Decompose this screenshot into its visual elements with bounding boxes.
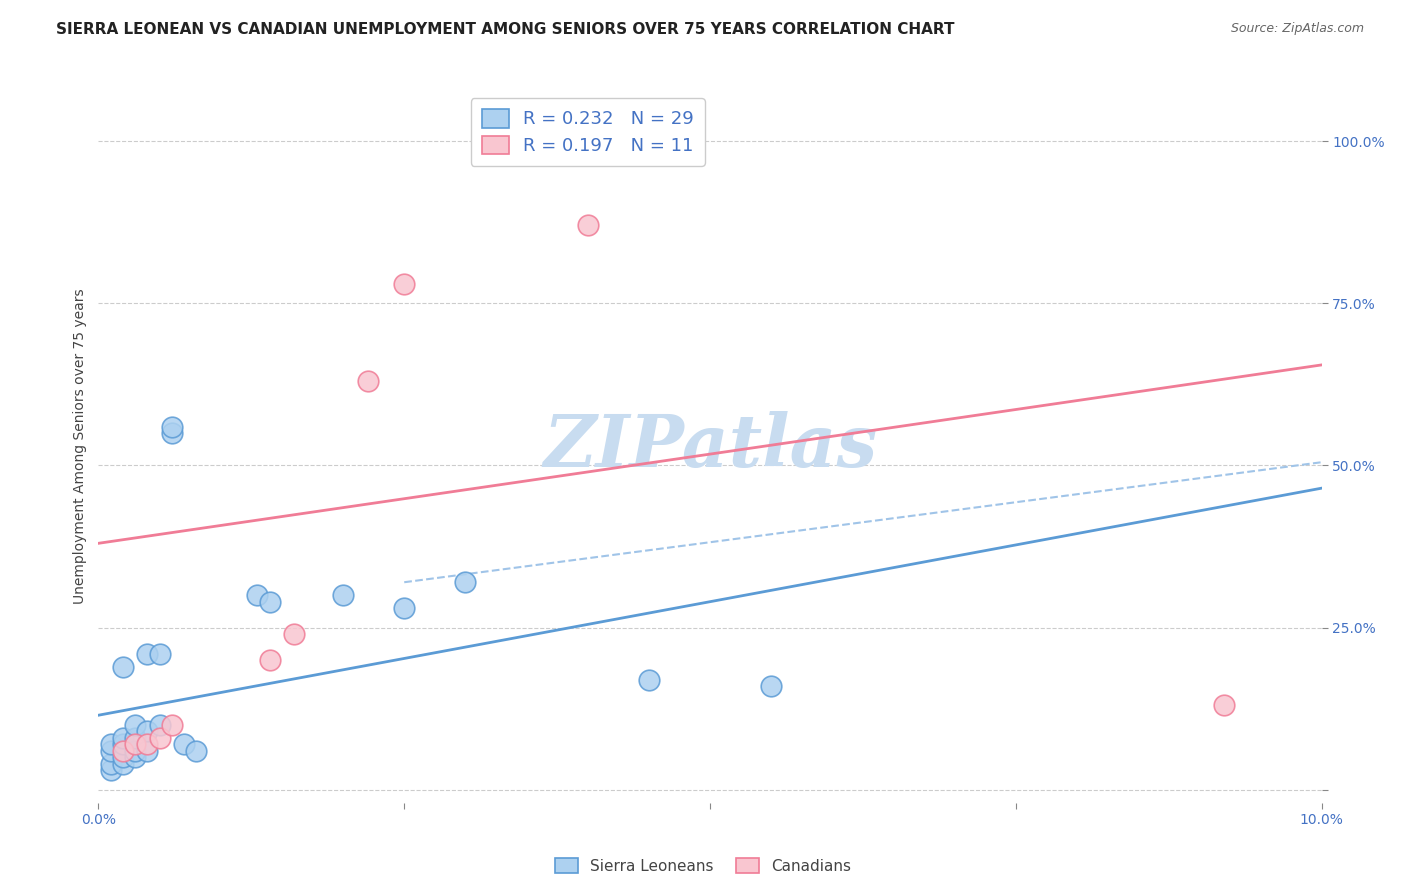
Point — [186, 744, 208, 758]
Point — [124, 718, 146, 732]
Point — [149, 647, 172, 661]
Point — [259, 595, 281, 609]
Point — [100, 756, 122, 771]
Point — [759, 679, 782, 693]
Point — [392, 601, 416, 615]
Point — [136, 724, 159, 739]
Legend: R = 0.232   N = 29, R = 0.197   N = 11: R = 0.232 N = 29, R = 0.197 N = 11 — [471, 98, 704, 166]
Point — [124, 738, 146, 752]
Text: ZIPatlas: ZIPatlas — [543, 410, 877, 482]
Point — [246, 588, 269, 602]
Point — [1212, 698, 1234, 713]
Point — [283, 627, 305, 641]
Point — [100, 764, 122, 778]
Point — [173, 738, 195, 752]
Point — [111, 744, 134, 758]
Point — [111, 738, 134, 752]
Point — [111, 731, 134, 745]
Point — [136, 744, 159, 758]
Point — [332, 588, 354, 602]
Point — [149, 718, 172, 732]
Point — [356, 374, 378, 388]
Point — [100, 738, 122, 752]
Point — [160, 425, 183, 440]
Point — [392, 277, 416, 291]
Point — [100, 744, 122, 758]
Point — [124, 750, 146, 764]
Point — [454, 575, 477, 590]
Point — [124, 731, 146, 745]
Point — [149, 731, 172, 745]
Text: SIERRA LEONEAN VS CANADIAN UNEMPLOYMENT AMONG SENIORS OVER 75 YEARS CORRELATION : SIERRA LEONEAN VS CANADIAN UNEMPLOYMENT … — [56, 22, 955, 37]
Point — [259, 653, 281, 667]
Y-axis label: Unemployment Among Seniors over 75 years: Unemployment Among Seniors over 75 years — [73, 288, 87, 604]
Point — [136, 738, 159, 752]
Point — [160, 718, 183, 732]
Point — [160, 419, 183, 434]
Point — [111, 756, 134, 771]
Point — [111, 750, 134, 764]
Point — [111, 659, 134, 673]
Point — [136, 647, 159, 661]
Point — [576, 219, 599, 233]
Point — [637, 673, 661, 687]
Text: Source: ZipAtlas.com: Source: ZipAtlas.com — [1230, 22, 1364, 36]
Point — [124, 744, 146, 758]
Legend: Sierra Leoneans, Canadians: Sierra Leoneans, Canadians — [548, 852, 858, 880]
